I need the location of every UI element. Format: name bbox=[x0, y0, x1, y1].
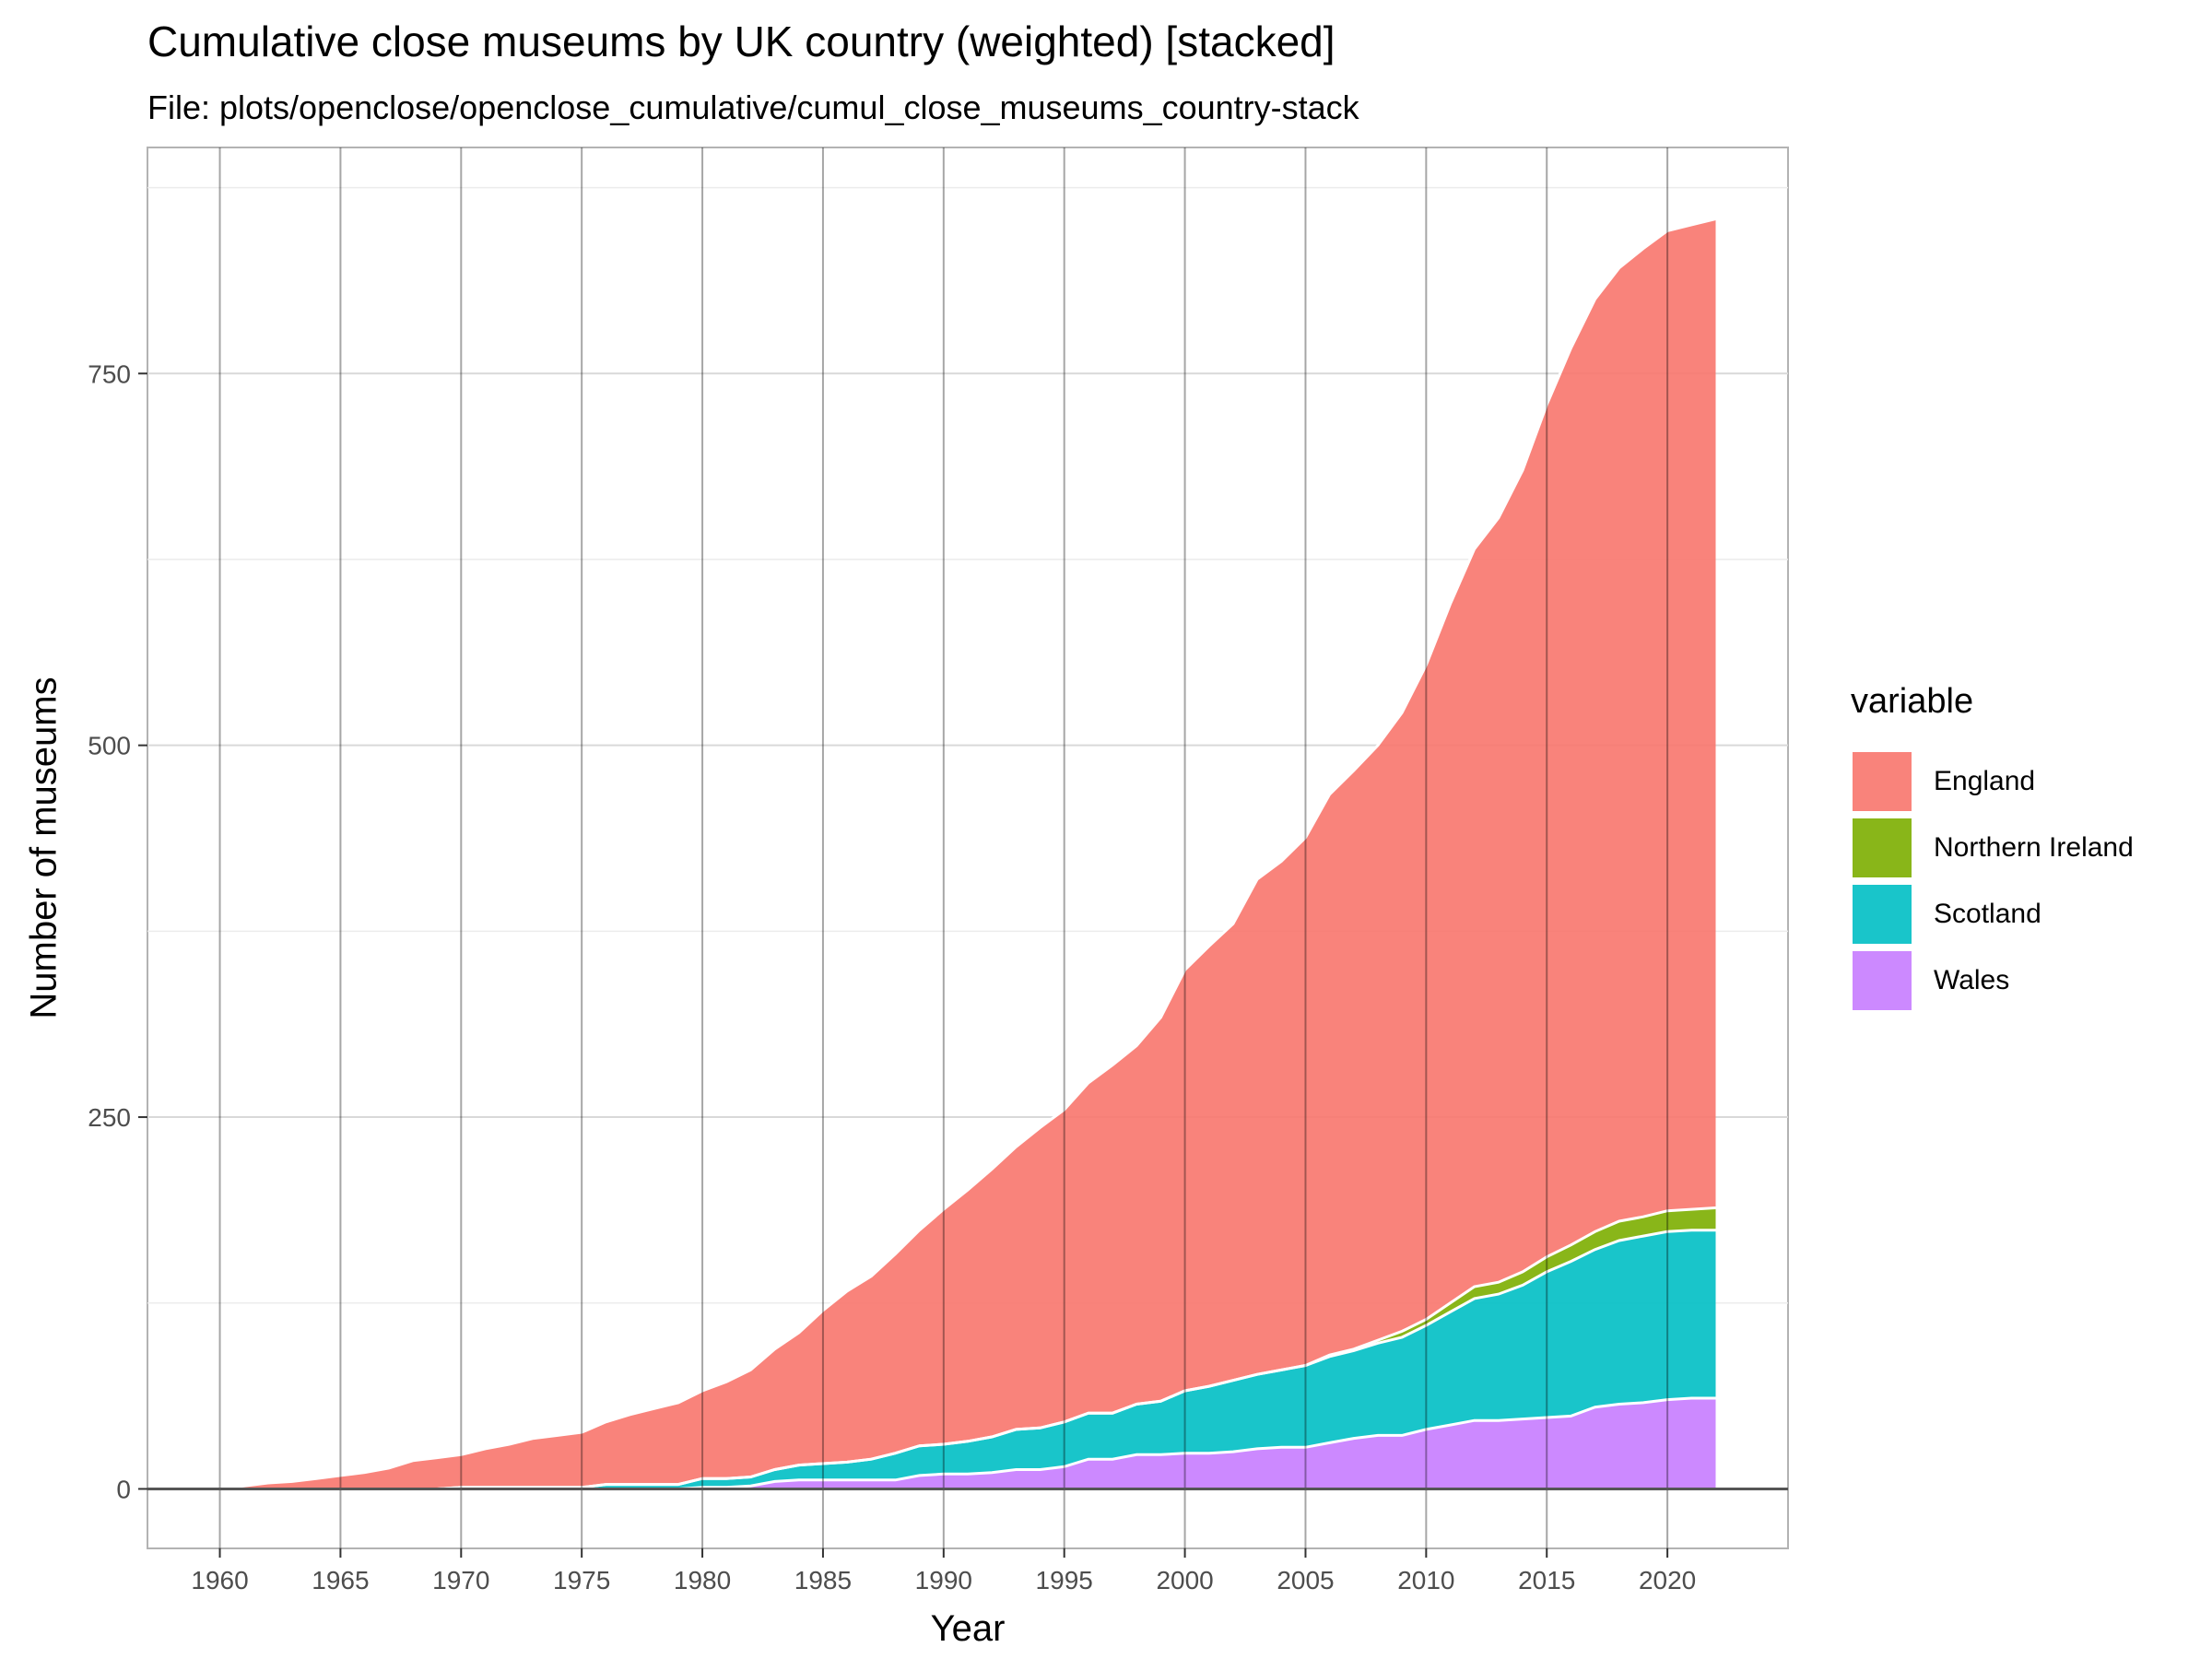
x-tick-label: 1965 bbox=[312, 1566, 369, 1594]
area-series bbox=[219, 218, 1716, 1490]
x-tick-label: 1975 bbox=[553, 1566, 610, 1594]
y-tick-label: 0 bbox=[116, 1475, 131, 1503]
area-scotland bbox=[219, 1230, 1716, 1489]
legend-label: Scotland bbox=[1934, 899, 2041, 929]
area-england bbox=[219, 218, 1716, 1489]
chart-subtitle: File: plots/openclose/openclose_cumulati… bbox=[147, 88, 1359, 126]
legend-item-northern-ireland: Northern Ireland bbox=[1853, 818, 2134, 877]
area-outline-england bbox=[219, 218, 1716, 1490]
x-axis-ticks: 1960 1965 1970 1975 1980 1985 1990 1995 2000 2005… bbox=[191, 1548, 1696, 1594]
y-axis-title: Number of museums bbox=[24, 677, 65, 1018]
legend-item-wales: Wales bbox=[1853, 951, 2009, 1010]
legend-swatch bbox=[1853, 951, 1912, 1010]
y-tick-label: 250 bbox=[88, 1103, 131, 1132]
legend-item-england: England bbox=[1853, 752, 2035, 811]
legend-title: variable bbox=[1851, 682, 1974, 721]
y-tick-label: 750 bbox=[88, 359, 131, 388]
legend-label: Wales bbox=[1934, 965, 2010, 995]
legend-swatch bbox=[1853, 818, 1912, 877]
x-tick-label: 2010 bbox=[1397, 1566, 1454, 1594]
x-tick-label: 1970 bbox=[432, 1566, 489, 1594]
x-tick-label: 1960 bbox=[191, 1566, 248, 1594]
area-wales bbox=[219, 1398, 1716, 1489]
legend-swatch bbox=[1853, 885, 1912, 944]
x-tick-label: 1995 bbox=[1036, 1566, 1093, 1594]
x-tick-label: 2015 bbox=[1518, 1566, 1575, 1594]
x-tick-label: 1985 bbox=[794, 1566, 852, 1594]
x-tick-label: 1980 bbox=[674, 1566, 731, 1594]
legend-label: England bbox=[1934, 766, 2036, 796]
legend-swatch bbox=[1853, 752, 1912, 811]
x-tick-label: 2000 bbox=[1156, 1566, 1213, 1594]
y-tick-label: 500 bbox=[88, 732, 131, 760]
vertical-year-lines bbox=[218, 147, 1669, 1548]
x-tick-label: 2005 bbox=[1277, 1566, 1334, 1594]
x-tick-label: 2020 bbox=[1639, 1566, 1696, 1594]
legend-label: Northern Ireland bbox=[1934, 832, 2134, 863]
x-tick-label: 1990 bbox=[915, 1566, 972, 1594]
legend-item-scotland: Scotland bbox=[1853, 885, 2041, 944]
y-axis-ticks: 0 250 500 750 bbox=[88, 359, 147, 1503]
area-outline-northern-ireland bbox=[219, 1206, 1716, 1490]
x-axis-title: Year bbox=[931, 1608, 1006, 1649]
chart-title: Cumulative close museums by UK country (… bbox=[147, 18, 1335, 65]
